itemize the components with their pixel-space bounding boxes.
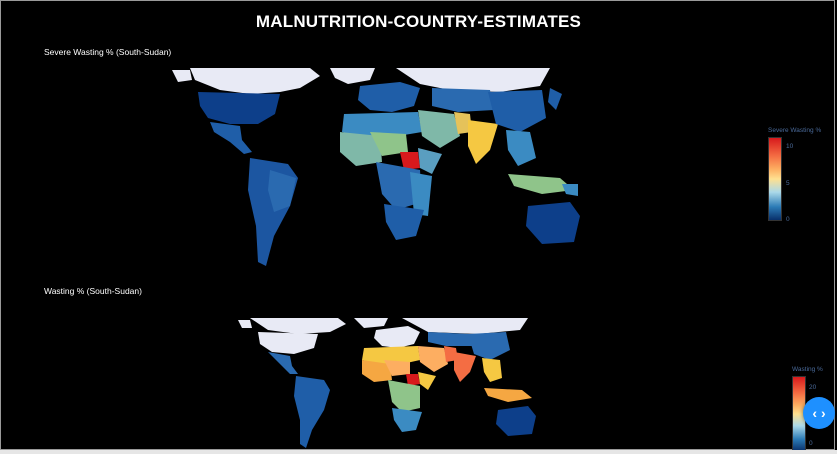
- map-region-china: [488, 90, 546, 132]
- map-region-southeast-asia: [506, 130, 536, 166]
- map-region-brazil: [268, 170, 296, 212]
- map-region-alaska: [172, 70, 192, 82]
- code-brackets-icon: ‹ ›: [812, 405, 826, 421]
- map-region-alaska: [238, 320, 252, 328]
- map-region-sahel: [370, 132, 408, 156]
- page-title: MALNUTRITION-COUNTRY-ESTIMATES: [255, 12, 582, 31]
- map-region-south-sudan: [400, 152, 420, 170]
- map-region-southeast-asia: [482, 358, 502, 382]
- map-region-greenland: [354, 318, 388, 328]
- map-region-russia: [402, 318, 528, 334]
- map-region-russia: [396, 68, 550, 92]
- map-region-central-asia: [428, 332, 472, 346]
- map-region-indonesia: [484, 388, 532, 402]
- map-title-severe-wasting: Severe Wasting % (South-Sudan): [44, 47, 172, 57]
- map-title-wasting: Wasting % (South-Sudan): [44, 286, 142, 296]
- map-region-north-africa: [362, 346, 420, 364]
- map-region-europe: [374, 326, 420, 348]
- map-region-south-america: [294, 376, 330, 448]
- map-region-png: [562, 184, 578, 196]
- map-region-south-sudan: [406, 374, 420, 386]
- map-region-india: [454, 352, 476, 382]
- map-region-east-africa: [410, 172, 432, 216]
- map-region-west-africa: [340, 132, 382, 166]
- map-region-mexico: [210, 122, 252, 154]
- map-region-north-africa: [342, 112, 422, 138]
- choropleth-map-wasting[interactable]: [238, 316, 538, 450]
- colorbar-tick: 5: [786, 180, 790, 187]
- map-region-japan: [548, 88, 562, 110]
- map-region-horn-africa: [418, 148, 442, 174]
- map-region-canada: [250, 318, 346, 334]
- map-region-central-asia: [432, 88, 494, 112]
- code-toggle-button[interactable]: ‹ ›: [803, 397, 835, 429]
- colorbar-tick: 0: [786, 216, 790, 223]
- colorbar-title: Wasting %: [792, 366, 823, 373]
- colorbar-tick: 0: [809, 440, 813, 447]
- map-region-middle-east: [418, 110, 460, 148]
- map-region-australia: [496, 406, 536, 436]
- choropleth-map-severe-wasting[interactable]: [170, 66, 580, 272]
- bottom-scrollbar[interactable]: [0, 450, 837, 454]
- map-region-greenland: [330, 68, 375, 84]
- map-region-pakistan: [454, 112, 472, 134]
- map-region-southern-africa: [392, 408, 422, 432]
- map-region-china: [468, 332, 510, 360]
- map-region-southern-africa: [384, 204, 424, 240]
- map-region-sahel: [384, 360, 410, 376]
- map-region-india: [468, 120, 498, 164]
- map-region-indonesia: [508, 174, 574, 194]
- map-region-usa: [258, 332, 318, 354]
- map-region-mexico: [268, 352, 298, 374]
- map-region-usa: [198, 92, 280, 124]
- map-region-horn-africa: [418, 372, 436, 390]
- map-region-central-africa: [388, 380, 420, 412]
- colorbar-tick: 20: [809, 384, 817, 391]
- colorbar-title: Severe Wasting %: [768, 127, 822, 134]
- map-region-middle-east: [418, 346, 448, 372]
- map-region-australia: [526, 202, 580, 244]
- colorbar-tick: 10: [786, 143, 794, 150]
- map-region-europe: [358, 82, 420, 112]
- map-region-canada: [190, 68, 320, 94]
- colorbar-gradient: [768, 137, 782, 221]
- map-region-west-africa: [362, 360, 392, 382]
